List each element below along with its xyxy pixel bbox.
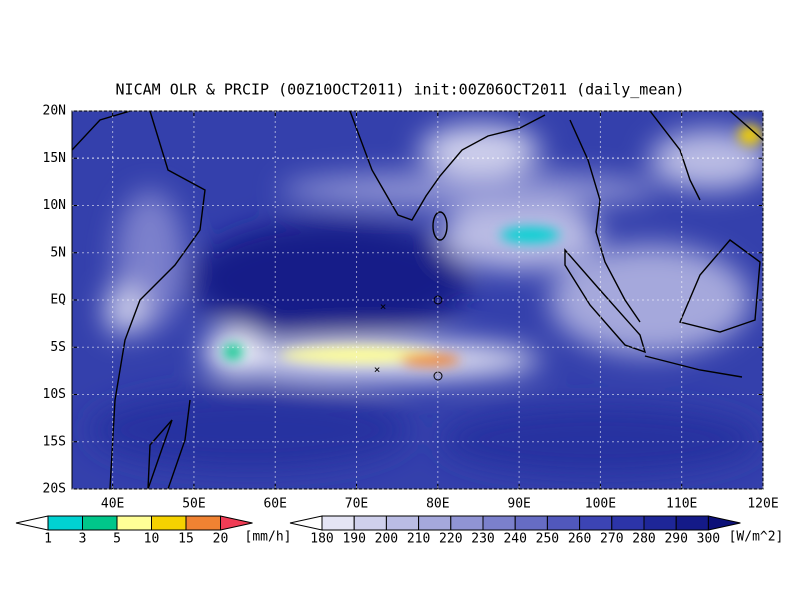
colorbar-label: 230 xyxy=(471,532,494,547)
colorbar-label: 290 xyxy=(664,532,687,547)
colorbar-box xyxy=(116,515,152,531)
lon-tick-label: 110E xyxy=(666,497,697,512)
colorbar-label: 300 xyxy=(697,532,720,547)
colorbar-box xyxy=(611,515,645,531)
colorbar-arrow xyxy=(15,515,49,531)
colorbar-box xyxy=(643,515,677,531)
colorbar-label: 190 xyxy=(342,532,365,547)
colorbar-box xyxy=(579,515,613,531)
colorbar-unit: [mm/h] xyxy=(245,530,292,545)
svg-text:×: × xyxy=(374,363,381,376)
colorbar-label: 250 xyxy=(536,532,559,547)
colorbar-unit: [W/m^2] xyxy=(729,530,784,545)
lat-tick-label: 10N xyxy=(43,198,66,213)
colorbar-box xyxy=(482,515,516,531)
lat-tick-label: 20S xyxy=(43,482,66,497)
colorbar-box xyxy=(47,515,83,531)
lon-tick-label: 50E xyxy=(182,497,205,512)
colorbar-box xyxy=(151,515,187,531)
lon-tick-label: 80E xyxy=(426,497,449,512)
lat-tick-label: EQ xyxy=(50,293,66,308)
colorbar-label: 15 xyxy=(178,532,194,547)
colorbar-label: 3 xyxy=(79,532,87,547)
lat-tick-label: 20N xyxy=(43,104,66,119)
colorbar-box xyxy=(385,515,420,531)
colorbar-label: 210 xyxy=(407,532,430,547)
lon-tick-label: 120E xyxy=(747,497,778,512)
colorbar-label: 270 xyxy=(600,532,623,547)
colorbar-box xyxy=(546,515,581,531)
colorbar-arrow xyxy=(220,515,253,531)
colorbar-label: 10 xyxy=(144,532,160,547)
map-field: × × xyxy=(72,111,763,489)
lat-tick-label: 5N xyxy=(50,245,66,260)
colorbar-box xyxy=(675,515,709,531)
colorbar-label: 5 xyxy=(113,532,121,547)
lat-tick-label: 15N xyxy=(43,151,66,166)
lon-tick-label: 100E xyxy=(585,497,616,512)
colorbar-label: 240 xyxy=(503,532,526,547)
colorbar-box xyxy=(185,515,221,531)
colorbar-label: 280 xyxy=(632,532,655,547)
colorbar-box xyxy=(450,515,484,531)
colorbar-box xyxy=(418,515,452,531)
map-title: NICAM OLR & PRCIP (00Z10OCT2011) init:00… xyxy=(116,81,685,99)
colorbar-label: 20 xyxy=(213,532,229,547)
colorbar-box xyxy=(514,515,548,531)
colorbar-label: 180 xyxy=(310,532,333,547)
svg-text:×: × xyxy=(380,300,387,313)
colorbar-box xyxy=(353,515,387,531)
lat-tick-label: 10S xyxy=(43,387,66,402)
lat-tick-label: 15S xyxy=(43,434,66,449)
lon-tick-label: 90E xyxy=(507,497,530,512)
colorbar-label: 200 xyxy=(375,532,398,547)
lat-tick-label: 5S xyxy=(50,340,66,355)
colorbar-label: 220 xyxy=(439,532,462,547)
lon-tick-label: 60E xyxy=(263,497,286,512)
colorbar-arrow xyxy=(707,515,741,531)
lon-tick-label: 40E xyxy=(101,497,124,512)
colorbar-box xyxy=(321,515,355,531)
lon-tick-label: 70E xyxy=(345,497,368,512)
colorbar-label: 1 xyxy=(44,532,52,547)
colorbar-label: 260 xyxy=(568,532,591,547)
colorbar-arrow xyxy=(289,515,323,531)
colorbar-box xyxy=(82,515,118,531)
